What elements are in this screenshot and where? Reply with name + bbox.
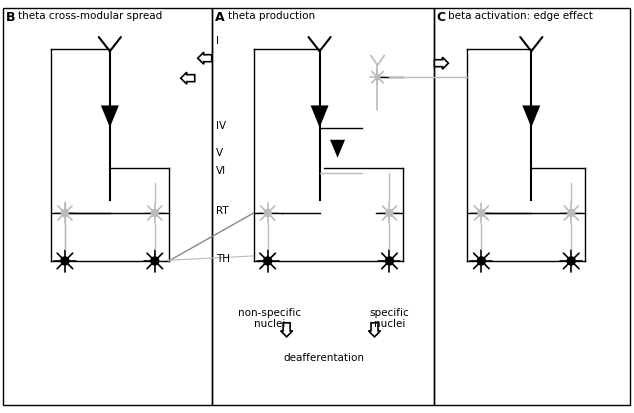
Text: deafferentation: deafferentation (283, 353, 364, 363)
Circle shape (152, 209, 158, 216)
Bar (212, 8, 434, 405)
Circle shape (386, 209, 393, 216)
Text: theta production: theta production (228, 11, 315, 21)
Text: VI: VI (216, 166, 226, 176)
Polygon shape (330, 140, 345, 158)
Polygon shape (101, 105, 119, 127)
Text: IV: IV (216, 121, 226, 131)
Text: beta activation: edge effect: beta activation: edge effect (448, 11, 593, 21)
Polygon shape (198, 52, 212, 64)
Text: V: V (216, 148, 223, 158)
Polygon shape (522, 105, 540, 127)
Circle shape (385, 257, 394, 265)
Text: I: I (216, 36, 219, 46)
Text: non-specific
nuclei: non-specific nuclei (238, 308, 301, 330)
Text: C: C (436, 11, 446, 24)
Bar (434, 8, 630, 405)
Circle shape (264, 209, 271, 216)
Polygon shape (181, 72, 195, 84)
Bar (3, 8, 212, 405)
Polygon shape (434, 57, 448, 69)
Text: specific
nuclei: specific nuclei (370, 308, 410, 330)
Circle shape (61, 209, 68, 216)
Circle shape (151, 257, 158, 265)
Polygon shape (281, 323, 293, 337)
Text: theta cross-modular spread: theta cross-modular spread (18, 11, 162, 21)
Text: TH: TH (216, 254, 230, 264)
Circle shape (375, 75, 380, 80)
Circle shape (264, 257, 271, 265)
Circle shape (567, 257, 575, 265)
Text: RT: RT (216, 206, 228, 216)
Circle shape (478, 209, 485, 216)
Circle shape (61, 257, 69, 265)
Circle shape (567, 209, 575, 216)
Polygon shape (311, 105, 328, 127)
Text: A: A (215, 11, 224, 24)
Text: B: B (6, 11, 15, 24)
Polygon shape (368, 323, 380, 337)
Circle shape (477, 257, 486, 265)
